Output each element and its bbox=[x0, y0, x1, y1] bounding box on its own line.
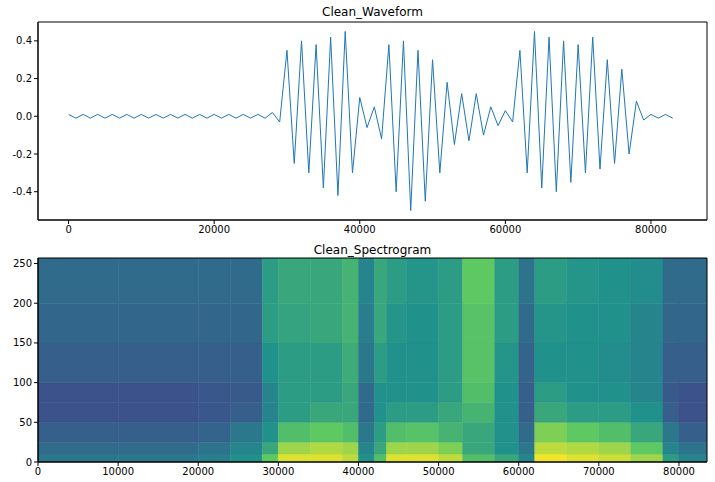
svg-text:20000: 20000 bbox=[182, 466, 214, 477]
svg-text:10000: 10000 bbox=[102, 466, 134, 477]
html-text:Clean_Waveform: Clean_Waveform bbox=[322, 5, 423, 19]
svg-text:0: 0 bbox=[35, 466, 41, 477]
svg-text:-0.4: -0.4 bbox=[12, 186, 32, 197]
svg-text:0.2: 0.2 bbox=[16, 73, 32, 84]
html-text:Clean_Spectrogram: Clean_Spectrogram bbox=[313, 243, 432, 257]
svg-text:30000: 30000 bbox=[262, 466, 294, 477]
svg-text:80000: 80000 bbox=[635, 224, 667, 235]
svg-text:0.4: 0.4 bbox=[16, 35, 32, 46]
svg-text:0: 0 bbox=[26, 457, 32, 468]
svg-text:100: 100 bbox=[13, 377, 32, 388]
svg-text:200: 200 bbox=[13, 298, 32, 309]
svg-text:60000: 60000 bbox=[489, 224, 521, 235]
svg-text:0.0: 0.0 bbox=[16, 111, 32, 122]
svg-text:80000: 80000 bbox=[663, 466, 695, 477]
svg-text:70000: 70000 bbox=[583, 466, 615, 477]
svg-text:50000: 50000 bbox=[423, 466, 455, 477]
svg-text:60000: 60000 bbox=[503, 466, 535, 477]
svg-text:250: 250 bbox=[13, 258, 32, 269]
svg-text:20000: 20000 bbox=[198, 224, 230, 235]
svg-text:150: 150 bbox=[13, 337, 32, 348]
svg-text:50: 50 bbox=[19, 417, 32, 428]
svg-text:-0.2: -0.2 bbox=[12, 149, 32, 160]
svg-text:40000: 40000 bbox=[344, 224, 376, 235]
svg-text:0: 0 bbox=[65, 224, 71, 235]
svg-text:40000: 40000 bbox=[343, 466, 375, 477]
